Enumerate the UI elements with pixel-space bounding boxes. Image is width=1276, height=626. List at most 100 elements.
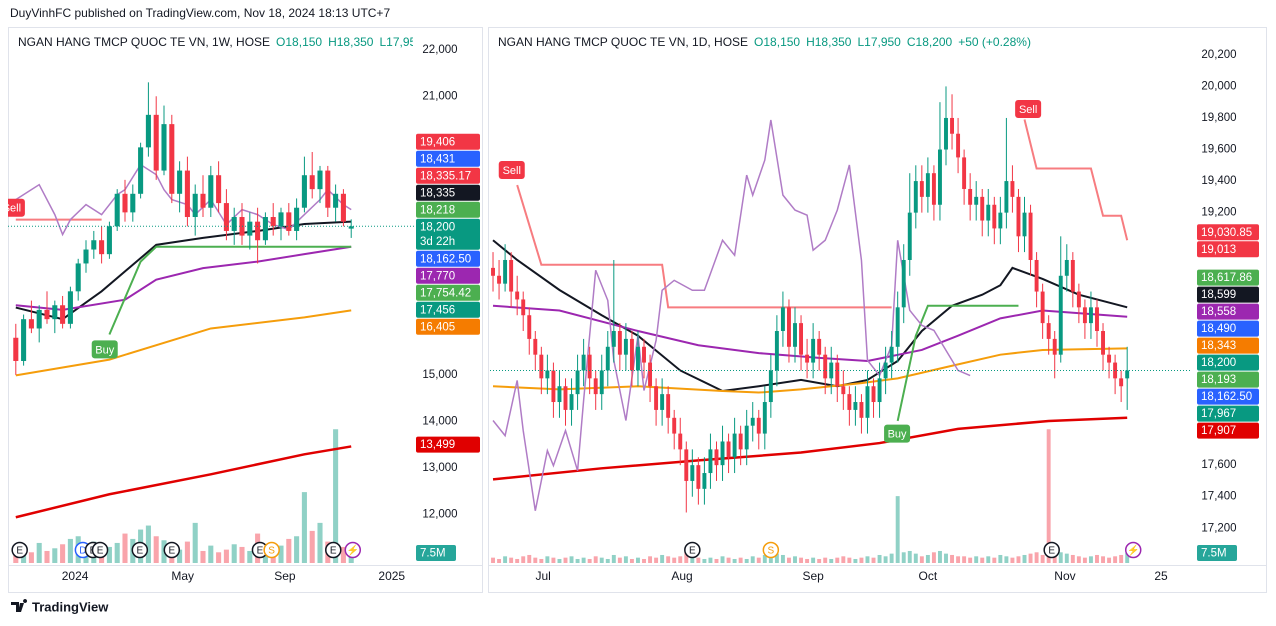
volume-bar — [44, 550, 50, 563]
candle-body — [1113, 362, 1118, 379]
event-marker — [131, 541, 149, 559]
volume-bar — [931, 552, 936, 563]
volume-bar — [247, 550, 253, 563]
candle-body — [309, 175, 315, 190]
volume-bar — [1010, 557, 1015, 563]
price-badge-label: 19,406 — [420, 136, 455, 148]
candle-body — [138, 147, 144, 194]
volume-bar — [1088, 556, 1093, 563]
price-badge-label: 17,907 — [1201, 425, 1236, 437]
candle-body — [75, 263, 81, 292]
volume-bar — [726, 557, 731, 563]
price-badge-label: 18,162.50 — [1201, 391, 1252, 403]
candle-body — [605, 346, 610, 371]
event-label: S — [268, 546, 275, 557]
candle-body — [60, 305, 66, 324]
candle-body — [980, 196, 985, 221]
candle-body — [231, 217, 237, 231]
candle-body — [931, 173, 936, 205]
volume-bar — [294, 536, 300, 563]
volume-bar — [672, 557, 677, 563]
candle-body — [286, 212, 292, 231]
volume-bar — [666, 556, 671, 563]
x-tick-label: 2025 — [378, 569, 405, 583]
indicator-line — [15, 245, 352, 311]
candle-body — [509, 259, 514, 292]
candle-body — [114, 193, 120, 227]
volume-bar — [122, 533, 128, 563]
x-tick-label: Aug — [671, 569, 692, 583]
candle-body — [654, 386, 659, 410]
event-label: E — [168, 546, 175, 557]
candle-body — [835, 362, 840, 387]
candle-body — [599, 370, 604, 395]
candle-body — [636, 346, 640, 371]
volume-bar — [883, 556, 888, 563]
volume-bar — [744, 558, 749, 563]
candle-body — [587, 354, 592, 379]
candle-body — [28, 319, 34, 329]
price-badge — [416, 301, 480, 318]
volume-bar — [708, 557, 713, 563]
volume-bar — [629, 558, 634, 563]
signal-text: Buy — [888, 428, 907, 440]
candle-body — [581, 354, 586, 371]
candle-body — [937, 149, 942, 205]
candle-body — [563, 386, 568, 410]
candle-body — [865, 386, 870, 418]
candle-body — [756, 417, 761, 434]
volume-bar — [515, 558, 520, 563]
indicator-line — [492, 119, 971, 511]
price-badge — [416, 184, 480, 201]
candle-body — [67, 291, 73, 324]
price-badge — [416, 250, 480, 267]
volume-bar — [317, 522, 323, 563]
event-marker — [684, 541, 701, 559]
volume-bar — [950, 554, 954, 563]
y-tick-label: 19,800 — [1201, 112, 1236, 124]
volume-badge — [416, 544, 456, 561]
candle-body — [841, 386, 846, 395]
candle-body — [333, 193, 339, 208]
y-tick-label: 20,000 — [1201, 80, 1236, 92]
volume-bar — [497, 558, 502, 563]
candle-body — [569, 394, 574, 410]
candle-body — [956, 133, 961, 158]
volume-bar — [702, 558, 707, 563]
volume-bar — [1028, 553, 1033, 563]
signal-text: Sell — [1019, 104, 1037, 116]
y-tick-label: 19,200 — [1201, 207, 1236, 219]
candle-body — [169, 124, 175, 194]
volume-bar — [823, 557, 828, 563]
ohlc: H18,350 — [328, 35, 374, 49]
candle-body — [317, 170, 323, 190]
event-label: E — [330, 546, 337, 557]
volume-bar — [1119, 554, 1124, 563]
volume-bar — [509, 557, 514, 563]
candle-body — [696, 465, 701, 489]
volume-bar — [865, 556, 870, 563]
ohlc: O18,150 — [754, 35, 801, 49]
price-badge — [1197, 303, 1259, 320]
candle-body — [648, 362, 653, 387]
candle-body — [823, 354, 828, 379]
volume-bar — [974, 556, 979, 563]
x-tick-label: 25 — [1154, 569, 1168, 583]
y-tick-label: 19,600 — [1201, 144, 1236, 156]
volume-bar — [799, 557, 804, 563]
candle-body — [521, 299, 526, 316]
event-label: E — [136, 546, 143, 557]
price-badge-label: 18,218 — [420, 204, 455, 216]
volume-bar — [853, 558, 858, 563]
volume-bar — [968, 557, 973, 563]
candle-body — [1052, 338, 1057, 355]
volume-bar — [587, 558, 592, 563]
candle-body — [1034, 259, 1039, 292]
candle-body — [768, 370, 773, 403]
price-badge — [1197, 269, 1259, 286]
volume-bar — [623, 556, 628, 563]
candle-body — [811, 338, 816, 363]
candle-body — [714, 449, 719, 466]
price-badge — [1197, 388, 1259, 405]
